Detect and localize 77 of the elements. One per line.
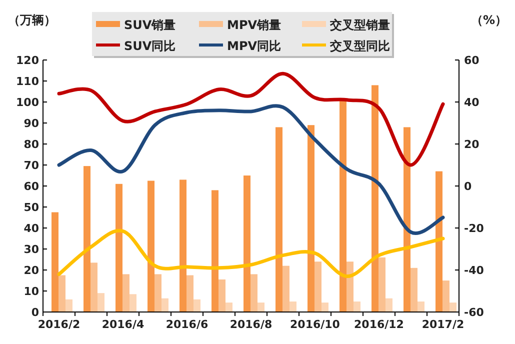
x-tick-label: 2016/2 xyxy=(38,318,80,331)
y-tick-label: 10 xyxy=(24,285,40,298)
legend-label: 交叉型销量 xyxy=(329,18,390,32)
bar xyxy=(98,293,104,312)
bar xyxy=(354,302,360,312)
y-tick-label: 90 xyxy=(24,117,40,130)
x-tick-label: 2016/6 xyxy=(166,318,208,331)
y-axis-title: （万辆） xyxy=(8,13,56,27)
y-tick-label: 100 xyxy=(16,96,40,109)
x-tick-label: 2016/4 xyxy=(102,318,144,331)
y-tick-label: 120 xyxy=(16,54,40,67)
bar xyxy=(418,302,424,312)
bar xyxy=(258,302,264,312)
x-tick-label: 2016/8 xyxy=(230,318,272,331)
bar xyxy=(436,171,442,312)
bar xyxy=(250,274,258,312)
bar xyxy=(386,298,392,312)
bar xyxy=(282,266,290,312)
y2-tick-label: -60 xyxy=(464,306,484,319)
bar xyxy=(154,274,162,312)
bar xyxy=(290,302,296,312)
bar xyxy=(244,176,250,312)
y-tick-label: 60 xyxy=(24,180,40,193)
bar xyxy=(340,100,346,312)
bar xyxy=(116,184,122,312)
y2-tick-label: -20 xyxy=(464,222,484,235)
y-tick-label: 70 xyxy=(24,159,40,172)
legend-label: 交叉型同比 xyxy=(329,39,390,53)
legend-label: MPV销量 xyxy=(227,18,282,32)
y-tick-label: 40 xyxy=(24,222,40,235)
y2-tick-label: 60 xyxy=(464,54,480,67)
bar xyxy=(404,127,410,312)
bar xyxy=(186,275,194,312)
line-series xyxy=(57,72,445,167)
bar xyxy=(322,302,328,312)
y2-axis-title: （%） xyxy=(470,13,507,27)
legend-label: SUV销量 xyxy=(124,18,176,32)
bar xyxy=(122,274,130,312)
bar xyxy=(52,212,58,312)
bar xyxy=(130,294,136,312)
legend-label: SUV同比 xyxy=(124,39,176,53)
bar xyxy=(218,279,226,312)
y2-tick-label: -40 xyxy=(464,264,484,277)
bar xyxy=(410,268,418,312)
y-tick-label: 50 xyxy=(24,201,40,214)
bar xyxy=(276,127,282,312)
line-series xyxy=(57,229,445,278)
x-tick-label: 2017/2 xyxy=(422,318,464,331)
bar xyxy=(162,298,168,312)
bar xyxy=(84,166,90,312)
y2-tick-label: 40 xyxy=(464,96,480,109)
bar xyxy=(308,125,314,312)
y-tick-label: 20 xyxy=(24,264,40,277)
bar xyxy=(58,275,66,312)
bar xyxy=(442,280,450,312)
line-series xyxy=(57,104,445,235)
bar xyxy=(212,190,218,312)
x-tick-label: 2016/10 xyxy=(290,318,340,331)
y-tick-label: 0 xyxy=(31,306,40,319)
y-tick-label: 80 xyxy=(24,138,40,151)
y-tick-label: 110 xyxy=(16,75,40,88)
y-tick-label: 30 xyxy=(24,243,40,256)
bar xyxy=(66,299,72,312)
bar xyxy=(372,85,378,312)
bar xyxy=(346,262,354,312)
y2-tick-label: 0 xyxy=(464,180,472,193)
bar xyxy=(226,302,232,312)
bar xyxy=(378,257,386,312)
bar xyxy=(450,302,456,312)
bar xyxy=(194,299,200,312)
y2-tick-label: 20 xyxy=(464,138,480,151)
bar xyxy=(314,262,322,312)
bar xyxy=(180,180,186,312)
legend-label: MPV同比 xyxy=(227,39,282,53)
bar xyxy=(90,262,98,312)
x-tick-label: 2016/12 xyxy=(354,318,404,331)
bar xyxy=(148,180,154,312)
